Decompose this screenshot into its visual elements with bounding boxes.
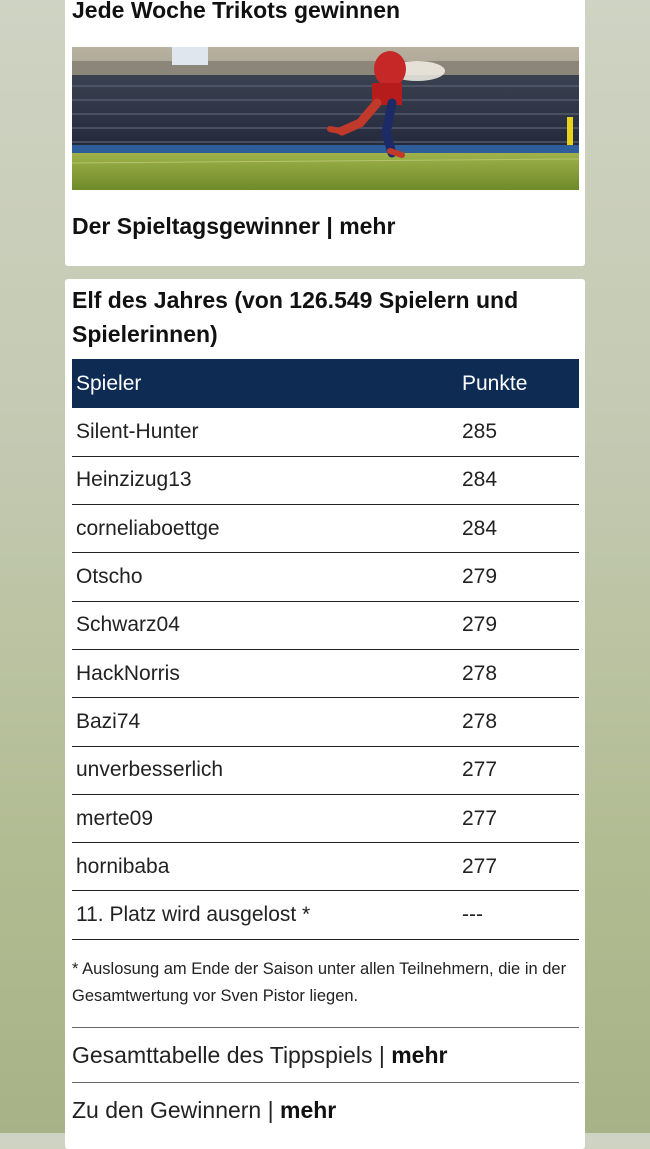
teaser-image[interactable] <box>72 47 579 190</box>
link-text: Gesamttabelle des Tippspiels <box>72 1042 373 1068</box>
header-points: Punkte <box>462 371 528 395</box>
link-separator: | <box>319 213 340 239</box>
gesamttabelle-link[interactable]: Gesamttabelle des Tippspiels | mehr <box>72 1027 579 1082</box>
table-row: 11. Platz wird ausgelost * --- <box>72 891 579 940</box>
gewinner-link[interactable]: Zu den Gewinnern | mehr <box>72 1082 579 1137</box>
table-row: unverbesserlich 277 <box>72 746 579 795</box>
link-separator: | <box>372 1042 392 1068</box>
player-name: 11. Platz wird ausgelost * <box>76 903 311 927</box>
table-row: HackNorris 278 <box>72 649 579 698</box>
teaser-card: Jede Woche Trikots gewinnen <box>65 0 585 266</box>
table-header-row: Spieler Punkte <box>72 359 579 408</box>
player-points: 277 <box>462 806 498 830</box>
table-row: Silent-Hunter 285 <box>72 408 579 457</box>
teaser-title: Jede Woche Trikots gewinnen <box>72 0 401 23</box>
table-row: corneliaboettge 284 <box>72 505 579 553</box>
player-points: 284 <box>462 516 498 540</box>
link-separator: | <box>261 1097 280 1123</box>
ranking-card: Elf des Jahres (von 126.549 Spielern und… <box>65 279 585 1149</box>
player-points: 278 <box>462 709 498 733</box>
table-row: hornibaba 277 <box>72 843 579 891</box>
table-row: Heinzizug13 284 <box>72 456 579 505</box>
table-row: Schwarz04 279 <box>72 601 579 650</box>
player-name: Silent-Hunter <box>76 419 199 443</box>
table-row: Otscho 279 <box>72 553 579 602</box>
player-points: 284 <box>462 468 498 492</box>
player-points: 277 <box>462 758 498 782</box>
player-name: Heinzizug13 <box>76 468 192 492</box>
header-player: Spieler <box>76 371 142 395</box>
player-points: 279 <box>462 613 498 637</box>
footnote: * Auslosung am Ende der Saison unter all… <box>72 960 567 1005</box>
player-name: unverbesserlich <box>76 758 224 782</box>
ranking-table: Spieler Punkte Silent-Hunter 285 Heinzizu… <box>72 359 579 940</box>
link-more[interactable]: mehr <box>391 1042 448 1068</box>
player-points: 279 <box>462 565 498 589</box>
link-text: Zu den Gewinnern <box>72 1097 262 1123</box>
spieltagsgewinner-link[interactable]: Der Spieltagsgewinner | mehr <box>72 210 395 242</box>
player-name: Otscho <box>76 565 143 589</box>
link-text: Der Spieltagsgewinner <box>72 213 320 239</box>
link-more[interactable]: mehr <box>280 1097 337 1123</box>
player-name: Schwarz04 <box>76 613 180 637</box>
ranking-title: Elf des Jahres (von 126.549 Spielern und… <box>72 287 519 347</box>
player-name: HackNorris <box>76 661 180 685</box>
player-name: hornibaba <box>76 854 170 878</box>
player-points: 277 <box>462 854 498 878</box>
player-name: Bazi74 <box>76 709 141 733</box>
player-name: merte09 <box>76 806 154 830</box>
link-more[interactable]: mehr <box>339 213 396 239</box>
player-points: 285 <box>462 419 498 443</box>
stadium-photo <box>72 47 579 190</box>
player-points: 278 <box>462 661 498 685</box>
table-row: Bazi74 278 <box>72 698 579 747</box>
player-name: corneliaboettge <box>76 516 220 540</box>
player-points: --- <box>462 903 483 927</box>
table-row: merte09 277 <box>72 794 579 843</box>
